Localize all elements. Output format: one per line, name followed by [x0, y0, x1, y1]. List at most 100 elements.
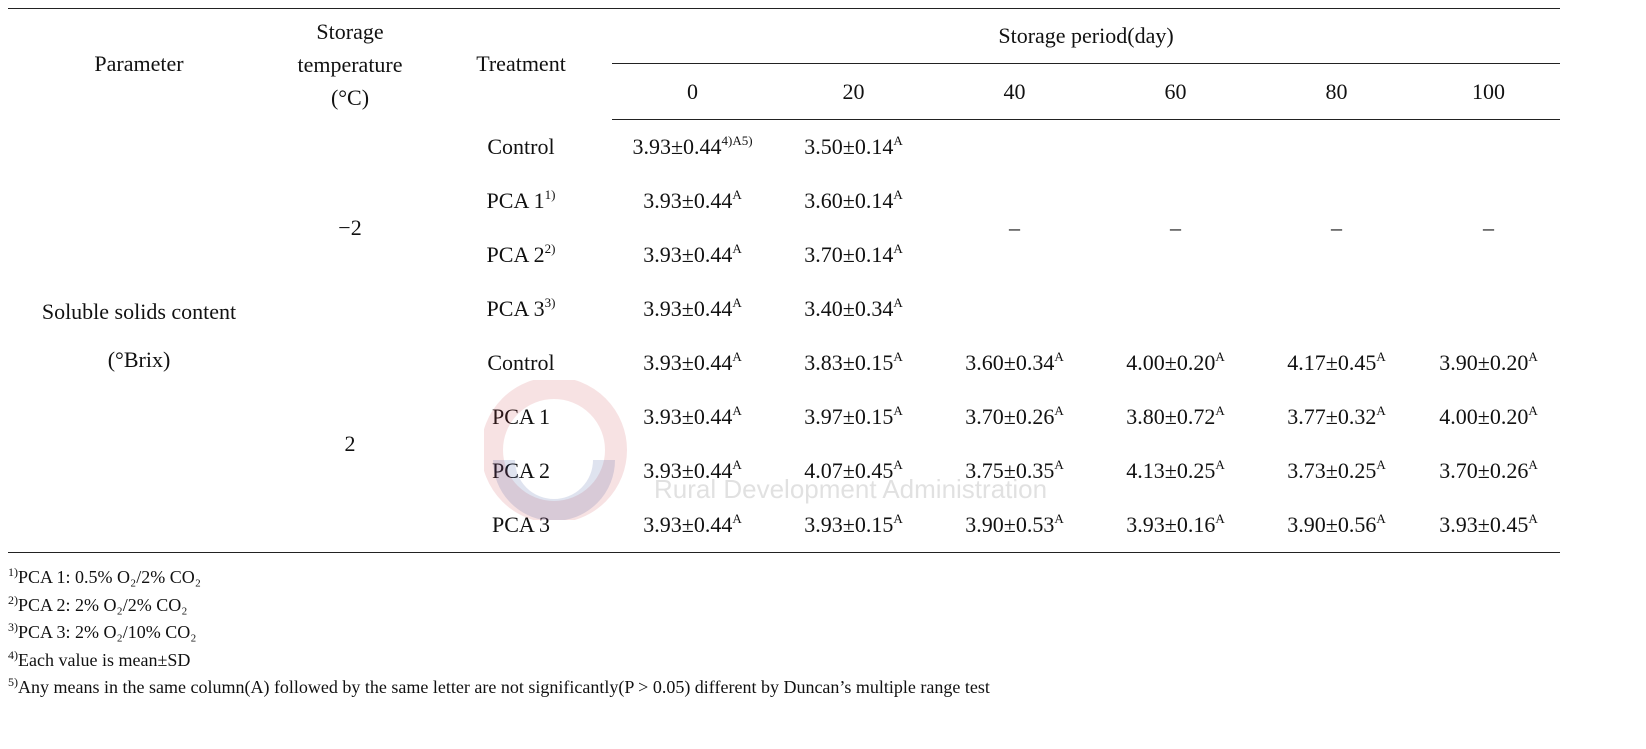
cell-value: 3.75±0.35: [965, 458, 1055, 483]
cell-value: 3.60±0.34: [965, 350, 1055, 375]
cell-superscript: A: [1054, 403, 1064, 418]
cell-value: 3.93±0.44: [643, 458, 733, 483]
parameter-line: Soluble solids content: [41, 298, 237, 324]
header-day: 80: [1256, 63, 1417, 120]
cell-superscript: A: [893, 457, 903, 472]
treatment-name: Control: [487, 133, 555, 159]
table-row: PCA 11) 3.93±0.44A 3.60±0.14A: [8, 174, 1560, 228]
cell-value: 3.93±0.44: [643, 242, 733, 267]
table-row: PCA 1 3.93±0.44A 3.97±0.15A 3.70±0.26A 3.80±…: [8, 390, 1560, 444]
cell-value: 3.93±0.45: [1439, 512, 1529, 537]
cell-value: 3.70±0.26: [1439, 458, 1529, 483]
temperature-cell: 2: [270, 336, 430, 553]
footnotes: 1)PCA 1: 0.5% O₂/2% CO₂ 2)PCA 2: 2% O₂/2%…: [8, 564, 990, 702]
header-storage-period: Storage period(day): [612, 8, 1561, 64]
treatment-name: Control: [487, 350, 555, 375]
footnote-text: Any means in the same column(A) followed…: [18, 677, 990, 697]
header-storage-temperature: Storage temperature (°C): [270, 8, 430, 120]
cell-value: 3.60±0.14: [804, 188, 894, 213]
header-treatment: Treatment: [430, 8, 612, 120]
value-cell: 3.93±0.16A: [1095, 498, 1256, 553]
cell-value: 4.17±0.45: [1287, 350, 1377, 375]
value-cell: 3.75±0.35A: [934, 444, 1095, 498]
treatment-cell: PCA 3: [430, 498, 612, 553]
treatment-name: PCA 1: [491, 404, 551, 429]
cell-superscript: A: [732, 403, 742, 418]
cell-superscript: A: [1215, 457, 1225, 472]
cell-value: 3.80±0.72: [1126, 404, 1216, 429]
cell-value: 3.93±0.16: [1126, 512, 1216, 537]
value-cell: 3.60±0.34A: [934, 336, 1095, 390]
cell-superscript: A: [1054, 349, 1064, 364]
value-cell: 4.17±0.45A: [1256, 336, 1417, 390]
value-cell: 3.90±0.20A: [1417, 336, 1560, 390]
cell-superscript: A: [893, 187, 903, 202]
footnote-text: PCA 1: 0.5% O₂/2% CO₂: [18, 567, 202, 587]
footnote-mark: 1): [8, 565, 18, 579]
cell-value: 3.93±0.44: [643, 296, 733, 321]
header-day: 0: [612, 63, 773, 120]
cell-superscript: A: [893, 295, 903, 310]
value-cell: 3.97±0.15A: [773, 390, 934, 444]
empty-mark: –: [1483, 215, 1494, 240]
table-row: PCA 2 3.93±0.44A 4.07±0.45A 3.75±0.35A 4.13±…: [8, 444, 1560, 498]
footnote: 1)PCA 1: 0.5% O₂/2% CO₂: [8, 564, 990, 592]
temperature-cell: −2: [338, 214, 362, 240]
empty-mark: –: [1170, 215, 1181, 240]
value-cell: 3.70±0.14A: [773, 228, 934, 282]
cell-value: 3.97±0.15: [804, 404, 894, 429]
empty-mark: –: [1009, 215, 1020, 240]
value-cell: 3.70±0.26A: [934, 390, 1095, 444]
footnote: 4)Each value is mean±SD: [8, 647, 990, 675]
treatment-cell: PCA 2: [430, 444, 612, 498]
cell-superscript: A: [1528, 403, 1538, 418]
cell-value: 3.93±0.44: [632, 134, 722, 159]
cell-superscript: A: [1376, 457, 1386, 472]
treatment-superscript: 1): [544, 187, 556, 202]
cell-superscript: A: [732, 295, 742, 310]
header-parameter: Parameter: [8, 8, 270, 120]
table-row: PCA 33) 3.93±0.44A 3.40±0.34A: [8, 282, 1560, 336]
cell-value: 4.00±0.20: [1126, 350, 1216, 375]
value-cell: 3.83±0.15A: [773, 336, 934, 390]
treatment-cell: PCA 1: [430, 390, 612, 444]
treatment-name: PCA 2: [491, 458, 551, 483]
cell-superscript: A: [732, 187, 742, 202]
cell-superscript: A: [732, 511, 742, 526]
cell-value: 3.93±0.44: [643, 350, 733, 375]
cell-value: 4.07±0.45: [804, 458, 894, 483]
value-cell: 3.40±0.34A: [773, 282, 934, 336]
treatment-cell: PCA 22): [430, 228, 612, 282]
treatment-cell: PCA 33): [430, 282, 612, 336]
table-row: PCA 3 3.93±0.44A 3.93±0.15A 3.90±0.53A 3.93±…: [8, 498, 1561, 553]
cell-superscript: A: [732, 241, 742, 256]
cell-value: 3.70±0.26: [965, 404, 1055, 429]
cell-value: 4.00±0.20: [1439, 404, 1529, 429]
cell-superscript: A: [1054, 457, 1064, 472]
value-cell: 3.93±0.45A: [1417, 498, 1561, 553]
value-cell: 3.93±0.444)A5): [612, 120, 773, 175]
cell-superscript: A: [732, 457, 742, 472]
cell-value: 3.40±0.34: [804, 296, 894, 321]
cell-superscript: A: [1054, 511, 1064, 526]
value-cell: 3.93±0.15A: [773, 498, 934, 553]
footnote-text: PCA 3: 2% O₂/10% CO₂: [18, 622, 197, 642]
cell-value: 3.93±0.44: [643, 404, 733, 429]
value-cell: 3.73±0.25A: [1256, 444, 1417, 498]
value-cell: 3.90±0.56A: [1256, 498, 1417, 553]
treatment-superscript: 2): [544, 241, 556, 256]
cell-value: 3.93±0.15: [804, 512, 894, 537]
cell-value: 3.50±0.14: [804, 134, 894, 159]
table-row: PCA 22) 3.93±0.44A 3.70±0.14A: [8, 228, 1560, 282]
value-cell: 4.07±0.45A: [773, 444, 934, 498]
value-cell: 3.93±0.44A: [612, 498, 773, 553]
value-cell: 3.70±0.26A: [1417, 444, 1560, 498]
cell-superscript: A: [732, 349, 742, 364]
footnote: 3)PCA 3: 2% O₂/10% CO₂: [8, 619, 990, 647]
cell-superscript: A: [1215, 403, 1225, 418]
cell-value: 3.83±0.15: [804, 350, 894, 375]
cell-value: 3.90±0.53: [965, 512, 1055, 537]
cell-superscript: A: [1528, 349, 1538, 364]
value-cell: 3.80±0.72A: [1095, 390, 1256, 444]
